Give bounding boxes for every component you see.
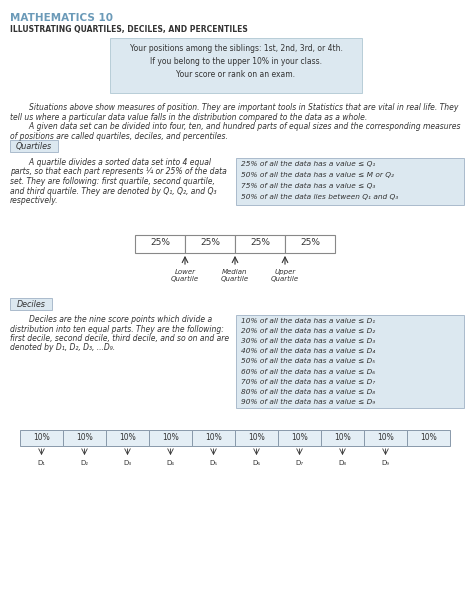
Bar	[63, 430, 106, 446]
Bar	[10, 298, 52, 310]
Bar	[106, 430, 149, 446]
Text: Your positions among the siblings: 1st, 2nd, 3rd, or 4th.: Your positions among the siblings: 1st, …	[129, 44, 342, 53]
Text: 50% of all the data lies between Q₁ and Q₃: 50% of all the data lies between Q₁ and …	[241, 194, 398, 200]
Text: D₉: D₉	[382, 460, 390, 466]
Text: respectively.: respectively.	[10, 196, 58, 205]
Bar	[407, 430, 450, 446]
Text: A quartile divides a sorted data set into 4 equal: A quartile divides a sorted data set int…	[10, 158, 211, 167]
Bar	[135, 235, 185, 253]
Text: A given data set can be divided into four, ten, and hundred parts of equal sizes: A given data set can be divided into fou…	[10, 122, 461, 131]
Text: 80% of all the data has a value ≤ D₈: 80% of all the data has a value ≤ D₈	[241, 389, 375, 395]
Text: ILLUSTRATING QUARTILES, DECILES, AND PERCENTILES: ILLUSTRATING QUARTILES, DECILES, AND PER…	[10, 25, 248, 34]
Text: 40% of all the data has a value ≤ D₄: 40% of all the data has a value ≤ D₄	[241, 348, 375, 354]
Bar	[185, 235, 235, 253]
Text: 10%: 10%	[119, 433, 136, 442]
Text: first decile, second decile, third decile, and so on and are: first decile, second decile, third decil…	[10, 334, 229, 343]
Text: distribution into ten equal parts. They are the following:: distribution into ten equal parts. They …	[10, 324, 224, 333]
Text: D₄: D₄	[166, 460, 174, 466]
Text: 75% of all the data has a value ≤ Q₃: 75% of all the data has a value ≤ Q₃	[241, 183, 375, 189]
Text: Median
Quartile: Median Quartile	[221, 269, 249, 282]
Text: Lower
Quartile: Lower Quartile	[171, 269, 199, 282]
Bar	[364, 430, 407, 446]
Text: D₇: D₇	[295, 460, 303, 466]
Text: denoted by D₁, D₂, D₃, ...D₉.: denoted by D₁, D₂, D₃, ...D₉.	[10, 343, 115, 352]
Text: D₅: D₅	[210, 460, 218, 466]
Text: 25%: 25%	[300, 238, 320, 247]
Text: D₆: D₆	[253, 460, 261, 466]
Text: 30% of all the data has a value ≤ D₃: 30% of all the data has a value ≤ D₃	[241, 338, 375, 345]
Text: set. They are following: first quartile, second quartile,: set. They are following: first quartile,…	[10, 177, 215, 186]
Text: Upper
Quartile: Upper Quartile	[271, 269, 299, 282]
Bar	[278, 430, 321, 446]
Text: 10%: 10%	[205, 433, 222, 442]
Text: Deciles are the nine score points which divide a: Deciles are the nine score points which …	[10, 315, 212, 324]
Text: 10%: 10%	[377, 433, 394, 442]
Text: 70% of all the data has a value ≤ D₇: 70% of all the data has a value ≤ D₇	[241, 379, 375, 384]
Text: of positions are called quartiles, deciles, and percentiles.: of positions are called quartiles, decil…	[10, 132, 228, 141]
Text: D₈: D₈	[338, 460, 346, 466]
Text: 50% of all the data has a value ≤ M or Q₂: 50% of all the data has a value ≤ M or Q…	[241, 172, 394, 178]
Text: Your score or rank on an exam.: Your score or rank on an exam.	[176, 70, 295, 79]
Text: D₂: D₂	[81, 460, 89, 466]
Bar	[236, 315, 464, 408]
Text: Quartiles: Quartiles	[16, 142, 52, 151]
Text: 10%: 10%	[291, 433, 308, 442]
Text: 20% of all the data has a value ≤ D₂: 20% of all the data has a value ≤ D₂	[241, 328, 375, 334]
Text: MATHEMATICS 10: MATHEMATICS 10	[10, 13, 113, 23]
Bar	[235, 430, 278, 446]
Bar	[236, 158, 464, 205]
Text: 25%: 25%	[250, 238, 270, 247]
Bar	[10, 140, 58, 152]
Text: Situations above show measures of position. They are important tools in Statisti: Situations above show measures of positi…	[10, 103, 458, 112]
Text: 25%: 25%	[150, 238, 170, 247]
Bar	[149, 430, 192, 446]
Text: D₃: D₃	[124, 460, 131, 466]
Text: D₁: D₁	[37, 460, 46, 466]
Bar	[321, 430, 364, 446]
Text: 25% of all the data has a value ≤ Q₁: 25% of all the data has a value ≤ Q₁	[241, 161, 375, 167]
Text: 10%: 10%	[162, 433, 179, 442]
Text: Deciles: Deciles	[17, 300, 46, 309]
Text: tell us where a particular data value falls in the distribution compared to the : tell us where a particular data value fa…	[10, 113, 367, 122]
Text: 50% of all the data has a value ≤ D₅: 50% of all the data has a value ≤ D₅	[241, 359, 375, 364]
Text: 10%: 10%	[334, 433, 351, 442]
Text: 60% of all the data has a value ≤ D₆: 60% of all the data has a value ≤ D₆	[241, 368, 375, 375]
Text: 10%: 10%	[76, 433, 93, 442]
Bar	[110, 38, 362, 93]
Text: 10%: 10%	[248, 433, 265, 442]
Text: 10%: 10%	[420, 433, 437, 442]
Bar	[20, 430, 63, 446]
Text: 90% of all the data has a value ≤ D₉: 90% of all the data has a value ≤ D₉	[241, 399, 375, 405]
Bar	[235, 235, 285, 253]
Text: 10% of all the data has a value ≤ D₁: 10% of all the data has a value ≤ D₁	[241, 318, 375, 324]
Text: 25%: 25%	[200, 238, 220, 247]
Text: parts, so that each part represents ¼ or 25% of the data: parts, so that each part represents ¼ or…	[10, 167, 227, 177]
Text: If you belong to the upper 10% in your class.: If you belong to the upper 10% in your c…	[150, 57, 322, 66]
Bar	[285, 235, 335, 253]
Text: and third quartile. They are denoted by Q₁, Q₂, and Q₃: and third quartile. They are denoted by …	[10, 186, 217, 196]
Bar	[192, 430, 235, 446]
Text: 10%: 10%	[33, 433, 50, 442]
